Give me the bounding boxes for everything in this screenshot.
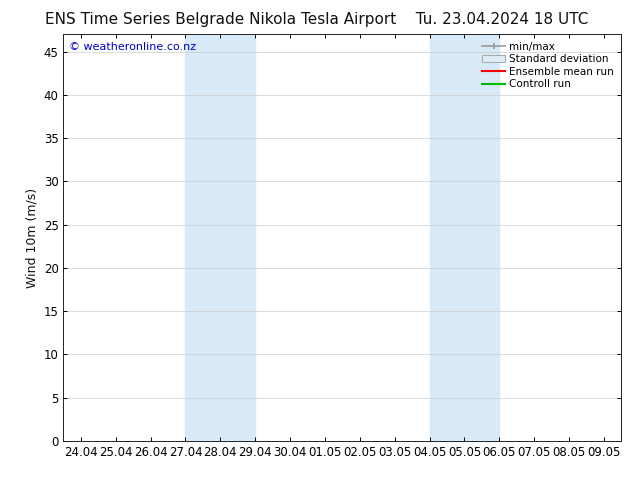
Legend: min/max, Standard deviation, Ensemble mean run, Controll run: min/max, Standard deviation, Ensemble me… xyxy=(478,37,618,94)
Bar xyxy=(185,34,255,441)
Bar xyxy=(429,34,500,441)
Text: ENS Time Series Belgrade Nikola Tesla Airport    Tu. 23.04.2024 18 UTC: ENS Time Series Belgrade Nikola Tesla Ai… xyxy=(45,12,589,27)
Y-axis label: Wind 10m (m/s): Wind 10m (m/s) xyxy=(25,188,38,288)
Text: © weatheronline.co.nz: © weatheronline.co.nz xyxy=(69,43,196,52)
